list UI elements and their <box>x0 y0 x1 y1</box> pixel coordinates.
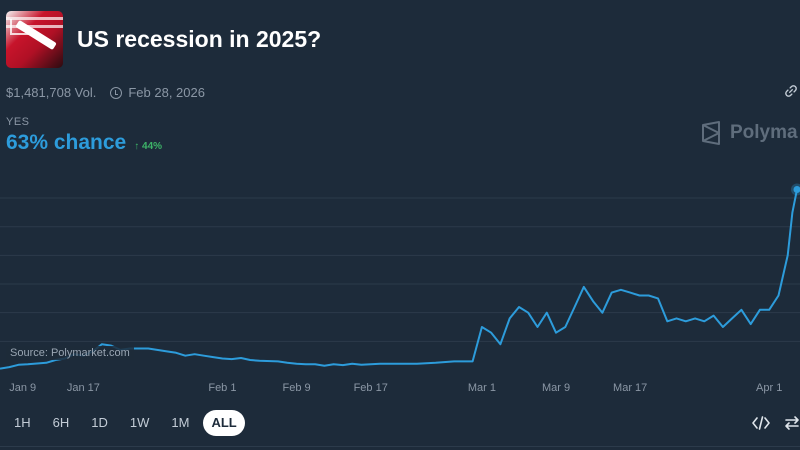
x-tick-label: Feb 9 <box>282 382 310 394</box>
market-title[interactable]: US recession in 2025? <box>77 25 322 52</box>
volume-text: $1,481,708 Vol. <box>6 85 97 100</box>
last-point-marker[interactable] <box>793 185 800 193</box>
range-button-1h[interactable]: 1H <box>14 415 31 430</box>
brand-name: Polyma <box>730 122 798 143</box>
market-header: US recession in 2025? <box>6 10 321 68</box>
chance-value: 63% chance <box>6 131 127 154</box>
range-button-1d[interactable]: 1D <box>91 415 108 430</box>
x-tick-label: Jan 9 <box>9 382 36 394</box>
x-tick-label: Feb 17 <box>354 382 388 394</box>
code-embed-icon[interactable] <box>752 416 770 430</box>
x-tick-label: Feb 1 <box>208 382 236 394</box>
grid-lines <box>0 197 800 342</box>
end-date-text: Feb 28, 2026 <box>128 85 205 100</box>
clock-icon <box>110 86 123 99</box>
x-tick-label: Mar 1 <box>468 382 496 394</box>
x-tick-label: Apr 1 <box>756 382 782 394</box>
market-meta: $1,481,708 Vol. Feb 28, 2026 <box>6 85 205 100</box>
range-button-1m[interactable]: 1M <box>171 415 190 430</box>
brand-watermark: Polyma <box>700 121 798 145</box>
x-tick-label: Mar 17 <box>613 382 647 394</box>
source-label: Source: Polymarket.com <box>6 346 134 360</box>
bottom-divider <box>0 446 800 447</box>
x-axis-ticks: Jan 9 Jan 17 Feb 1 Feb 9 Feb 17 Mar 1 Mar 9 Mar… <box>9 382 782 394</box>
range-button-6h[interactable]: 6H <box>52 415 70 430</box>
x-tick-label: Mar 9 <box>542 382 570 394</box>
series-layer <box>0 183 800 370</box>
chance-row: 63% chance ↑ 44% <box>6 131 162 155</box>
market-image[interactable] <box>6 10 63 68</box>
range-button-1w[interactable]: 1W <box>129 415 150 430</box>
time-range-selector: 1H 6H 1D 1W 1M ALL <box>6 410 251 436</box>
link-icon[interactable] <box>784 84 798 98</box>
swap-arrows-icon[interactable] <box>784 415 800 431</box>
change-value: ↑ 44% <box>134 141 163 152</box>
probability-chart[interactable]: Jan 9 Jan 17 Feb 1 Feb 9 Feb 17 Mar 1 Mar 9 Mar… <box>0 150 800 400</box>
polymarket-logo-icon <box>702 121 720 145</box>
x-tick-label: Jan 17 <box>67 382 100 394</box>
range-button-all[interactable]: ALL <box>203 410 245 436</box>
outcome-label: YES <box>6 116 30 128</box>
